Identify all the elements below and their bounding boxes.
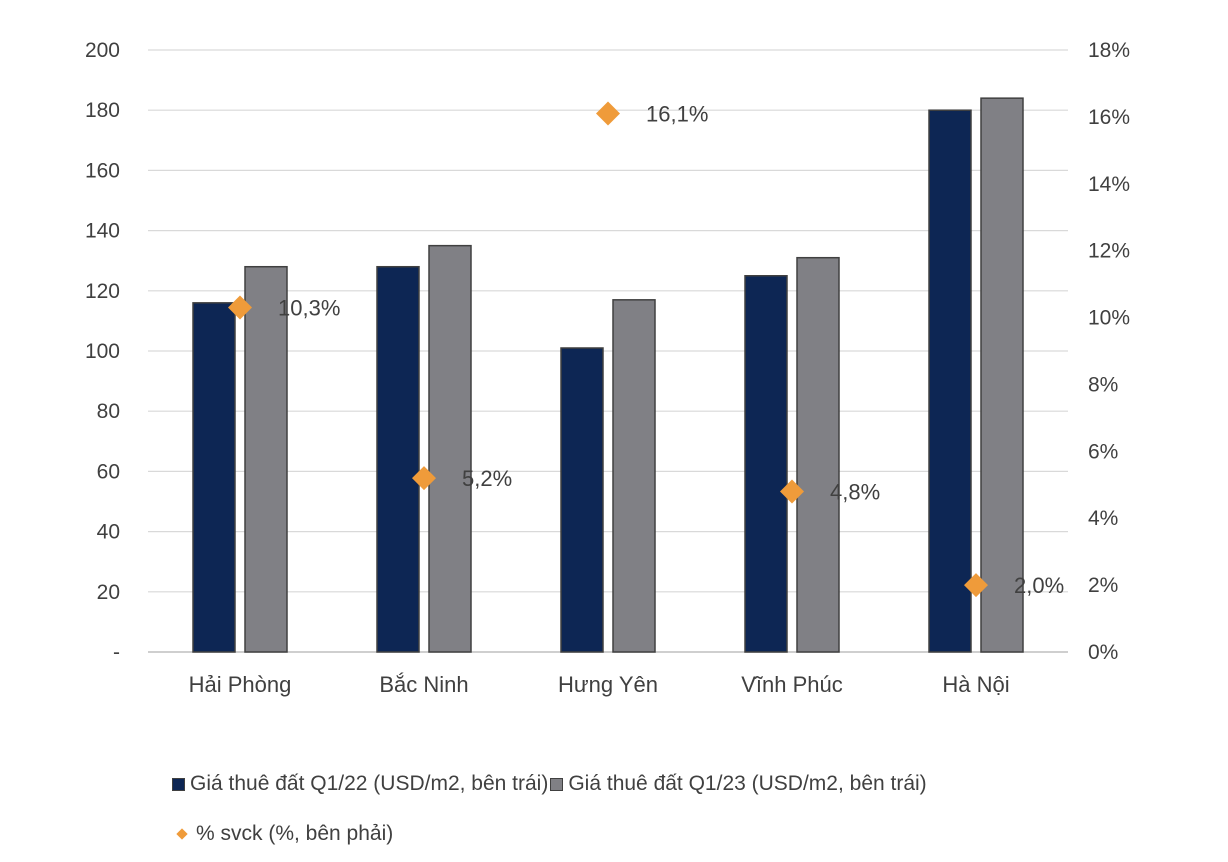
combo-chart: - 20 40 60 80 100 120 140 160 180 200 0% 2% 4% 6% 8% 10… bbox=[85, 39, 1130, 697]
legend: Giá thuê đất Q1/22 (USD/m2, bên trái) Gi… bbox=[172, 772, 927, 797]
percent-marker bbox=[412, 466, 436, 491]
y-right-tick-label: 8% bbox=[1088, 373, 1118, 396]
y-left-tick-label: 140 bbox=[85, 220, 120, 243]
y-right-tick-label: 12% bbox=[1088, 240, 1130, 263]
bar bbox=[428, 244, 472, 653]
bars bbox=[192, 97, 1024, 653]
category-axis: Hải Phòng Bắc Ninh Hưng Yên Vĩnh Phúc Hà Nội bbox=[189, 672, 1010, 697]
bar bbox=[744, 275, 788, 653]
y-right-tick-label: 10% bbox=[1088, 307, 1130, 330]
y-left-tick-label: 180 bbox=[85, 99, 120, 122]
percent-data-label: 10,3% bbox=[278, 296, 340, 321]
bar bbox=[612, 299, 656, 653]
bar bbox=[796, 256, 840, 653]
y-right-tick-label: 18% bbox=[1088, 39, 1130, 62]
y-left-tick-label: 20 bbox=[97, 581, 120, 604]
gridlines bbox=[148, 49, 1068, 653]
y-right-tick-label: 0% bbox=[1088, 641, 1118, 664]
bar bbox=[244, 265, 288, 653]
legend-row-2: % svck (%, bên phải) bbox=[172, 820, 393, 846]
y-right-tick-label: 14% bbox=[1088, 173, 1130, 196]
y-right-tick-label: 2% bbox=[1088, 574, 1118, 597]
legend-label-q122: Giá thuê đất Q1/22 (USD/m2, bên trái) bbox=[190, 772, 549, 795]
y-right-tick-label: 6% bbox=[1088, 440, 1118, 463]
percent-marker bbox=[964, 573, 988, 598]
legend-item-q122: Giá thuê đất Q1/22 (USD/m2, bên trái) bbox=[172, 772, 548, 796]
x-category-label: Hải Phòng bbox=[189, 672, 292, 697]
bar bbox=[980, 97, 1024, 653]
left-axis-ticks: - 20 40 60 80 100 120 140 160 180 200 bbox=[85, 39, 120, 664]
y-left-tick-label: 120 bbox=[85, 280, 120, 303]
bar bbox=[376, 265, 420, 653]
percent-markers: 10,3% 5,2% 16,1% 4,8% 2,0% bbox=[228, 101, 1064, 598]
percent-marker bbox=[596, 101, 620, 126]
legend-label-svck: % svck (%, bên phải) bbox=[196, 822, 394, 845]
legend-label-q123: Giá thuê đất Q1/23 (USD/m2, bên trái) bbox=[568, 772, 927, 795]
y-right-tick-label: 16% bbox=[1088, 106, 1130, 129]
legend-diamond-svck bbox=[176, 828, 188, 840]
percent-data-label: 5,2% bbox=[462, 466, 512, 491]
right-axis-ticks: 0% 2% 4% 6% 8% 10% 12% 14% 16% 18% bbox=[1088, 39, 1130, 664]
y-left-tick-label: - bbox=[113, 641, 120, 664]
x-category-label: Bắc Ninh bbox=[379, 672, 468, 697]
y-left-tick-label: 60 bbox=[97, 460, 120, 483]
percent-data-label: 16,1% bbox=[646, 102, 708, 127]
y-right-tick-label: 4% bbox=[1088, 507, 1118, 530]
legend-swatch-q123 bbox=[550, 777, 564, 791]
x-category-label: Hưng Yên bbox=[558, 672, 658, 697]
percent-marker bbox=[228, 295, 252, 320]
percent-data-label: 4,8% bbox=[830, 479, 880, 504]
x-category-label: Hà Nội bbox=[942, 672, 1009, 697]
legend-swatch-q122 bbox=[172, 777, 185, 791]
percent-data-label: 2,0% bbox=[1014, 573, 1064, 598]
legend-item-svck: % svck (%, bên phải) bbox=[172, 822, 393, 846]
legend-item-q123: Giá thuê đất Q1/23 (USD/m2, bên trái) bbox=[550, 772, 927, 796]
bar bbox=[192, 302, 236, 653]
percent-marker bbox=[780, 479, 804, 504]
y-left-tick-label: 80 bbox=[97, 400, 120, 423]
bar bbox=[560, 347, 604, 653]
y-left-tick-label: 100 bbox=[85, 340, 120, 363]
y-left-tick-label: 40 bbox=[97, 521, 120, 544]
x-category-label: Vĩnh Phúc bbox=[741, 672, 843, 697]
y-left-tick-label: 200 bbox=[85, 39, 120, 62]
bar bbox=[928, 109, 972, 653]
y-left-tick-label: 160 bbox=[85, 159, 120, 182]
